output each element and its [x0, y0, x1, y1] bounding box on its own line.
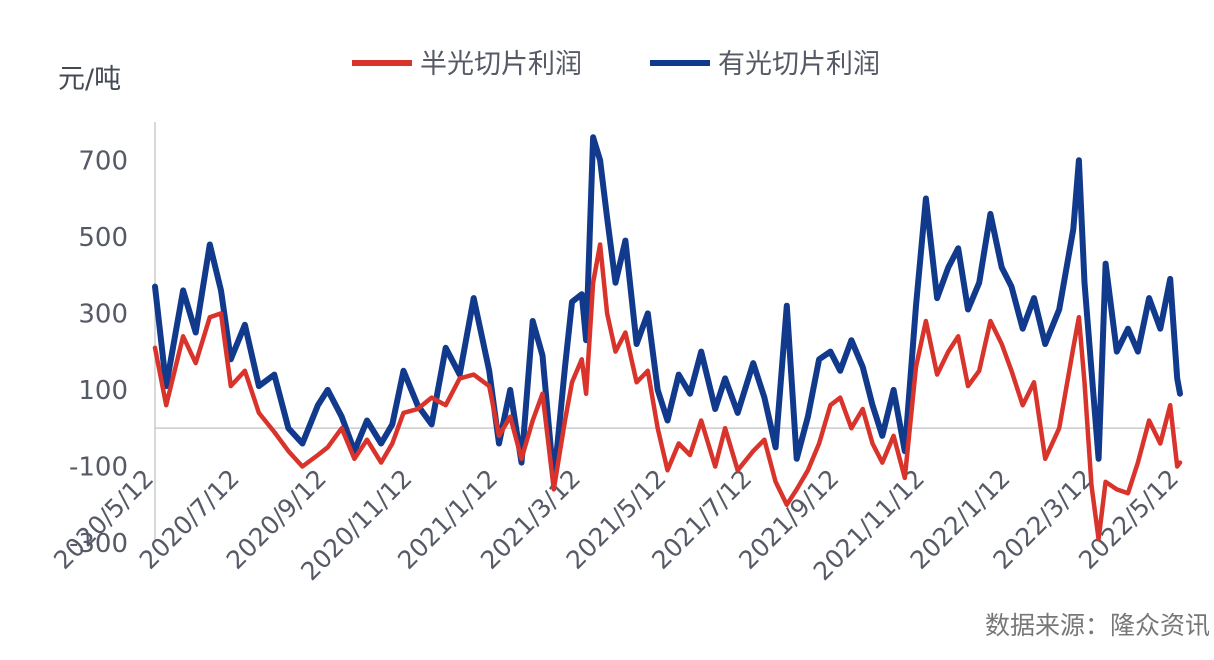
x-axis-ticks: 2020/5/122020/7/122020/9/122020/11/12202…	[48, 464, 1184, 586]
data-source-label: 数据来源：隆众资讯	[985, 611, 1210, 640]
series-line-bright	[152, 134, 1183, 485]
series-lines	[152, 134, 1183, 542]
y-tick-label: 100	[78, 376, 128, 406]
y-axis-unit-label: 元/吨	[58, 64, 121, 95]
legend-label-bright: 有光切片利润	[718, 49, 880, 80]
y-axis-ticks: -300 -100 100 300 500 700	[69, 146, 128, 559]
legend-label-semi-dull: 半光切片利润	[420, 49, 582, 80]
y-tick-label: 300	[78, 299, 128, 329]
y-tick-label: -100	[69, 452, 128, 482]
series-line-semi-dull	[152, 242, 1183, 542]
y-tick-label: -300	[69, 529, 128, 559]
y-tick-label: 500	[78, 223, 128, 253]
legend: 半光切片利润 有光切片利润	[352, 49, 880, 80]
y-tick-label: 700	[78, 146, 128, 176]
